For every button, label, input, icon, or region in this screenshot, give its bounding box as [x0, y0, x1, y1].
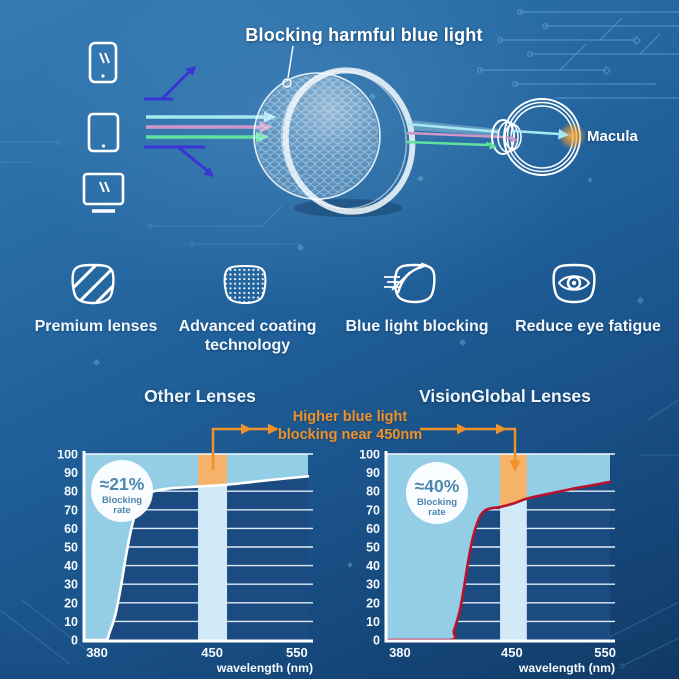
x-axis-label: wavelength (nm)	[518, 661, 615, 675]
y-tick-label: 20	[366, 596, 380, 610]
title-pointer-line	[282, 45, 294, 88]
x-tick-label: 450	[201, 645, 223, 660]
tablet-icon	[87, 112, 120, 153]
y-tick-label: 50	[366, 541, 380, 555]
x-axis-label: wavelength (nm)	[216, 661, 313, 675]
macula-label: Macula	[587, 128, 638, 145]
reflected-light-arrows	[144, 66, 214, 177]
y-tick-label: 30	[366, 578, 380, 592]
x-tick-label: 550	[286, 645, 308, 660]
chart-svg: 0 10 20 30 40 50 60 70 80 90 100 380 450 550wavelengt…	[359, 450, 616, 675]
smartphone-icon	[88, 41, 118, 84]
badge-label-line1: Blocking	[102, 495, 142, 506]
x-tick-label: 550	[594, 645, 616, 660]
feature-label-coating: Advanced coating technology	[178, 318, 317, 354]
badge-label-line1: Blocking	[417, 497, 457, 508]
y-tick-label: 70	[366, 503, 380, 517]
y-tick-label: 30	[64, 578, 78, 592]
chart-svg: 0 10 20 30 40 50 60 70 80 90 100 380 450 550wavelengt…	[57, 450, 313, 675]
y-tick-label: 100	[359, 450, 380, 462]
x-tick-label: 450	[501, 645, 523, 660]
x-tick-label: 380	[389, 645, 411, 660]
coating-mesh-icon	[223, 264, 267, 305]
feature-label-premium: Premium lenses	[34, 318, 158, 335]
eye-diagram-icon	[491, 98, 581, 176]
y-tick-label: 90	[64, 466, 78, 480]
y-tick-label: 70	[64, 503, 78, 517]
premium-lens-icon	[71, 263, 115, 305]
y-tick-label: 60	[64, 522, 78, 536]
incoming-light-rays	[146, 111, 277, 143]
chart-title-visionglobal: VisionGlobal Lenses	[419, 386, 591, 406]
y-tick-label: 0	[71, 634, 78, 648]
y-tick-label: 10	[64, 615, 78, 629]
y-tick-label: 40	[64, 559, 78, 573]
y-tick-label: 10	[366, 615, 380, 629]
chart-title-other: Other Lenses	[144, 386, 256, 406]
lens-honeycomb-icon	[253, 67, 416, 217]
monitor-icon	[82, 172, 125, 213]
feature-label-fatigue: Reduce eye fatigue	[515, 318, 661, 335]
y-tick-label: 40	[366, 559, 380, 573]
annotation-line1: Higher blue light	[292, 409, 408, 425]
annotation-line2: blocking near 450nm	[277, 427, 423, 443]
hero-title: Blocking harmful blue light	[245, 25, 483, 45]
y-tick-label: 20	[64, 596, 78, 610]
y-tick-label: 100	[57, 450, 78, 462]
feature-label-blocking: Blue light blocking	[345, 318, 489, 335]
badge-value: ≈21%	[100, 474, 145, 494]
filtered-light-rays	[406, 120, 504, 147]
y-tick-label: 0	[373, 634, 380, 648]
annotation-higher-blocking: Higher blue light blocking near 450nm	[252, 408, 448, 444]
chart-other-lenses: 0 10 20 30 40 50 60 70 80 90 100 380 450 550 wavelengt…	[53, 450, 325, 678]
y-tick-label: 50	[64, 541, 78, 555]
y-tick-label: 80	[64, 485, 78, 499]
y-tick-label: 80	[366, 485, 380, 499]
blue-light-block-icon	[384, 262, 436, 304]
chart-visionglobal-lenses: 0 10 20 30 40 50 60 70 80 90 100 380 450 550 wavelengt…	[355, 450, 627, 678]
macula-glow	[558, 122, 586, 150]
rays-inside-eye	[485, 129, 569, 150]
badge-label-line2: rate	[428, 507, 445, 518]
blocking-rate-badge	[406, 462, 468, 524]
reduce-fatigue-eye-icon	[552, 263, 596, 304]
y-tick-label: 90	[366, 466, 380, 480]
x-tick-label: 380	[86, 645, 108, 660]
blocking-rate-badge	[91, 460, 153, 522]
y-tick-label: 60	[366, 522, 380, 536]
badge-value: ≈40%	[415, 476, 460, 496]
badge-label-line2: rate	[113, 505, 130, 516]
